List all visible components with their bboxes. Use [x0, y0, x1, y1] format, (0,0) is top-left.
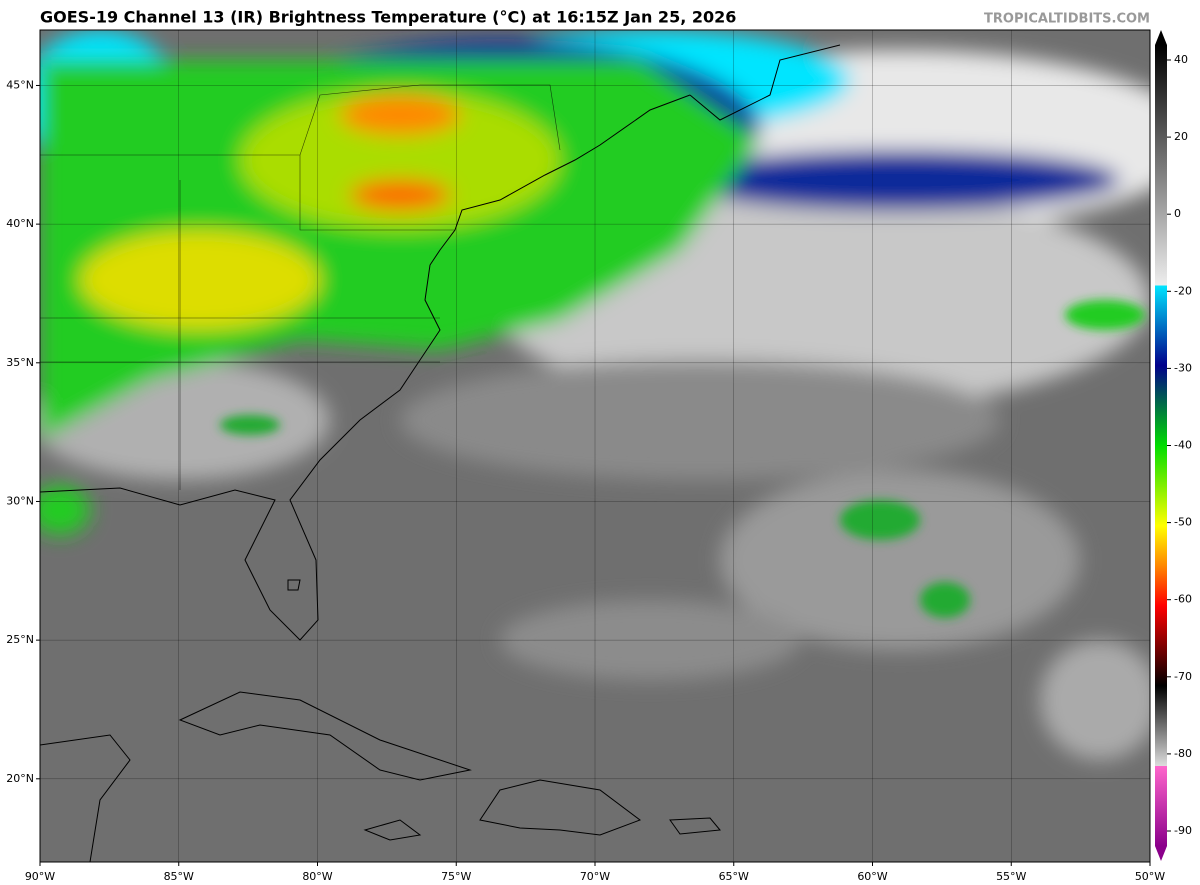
colorbar [1155, 45, 1167, 846]
lon-tick-label: 50°W [1135, 870, 1165, 883]
borders [40, 84, 561, 490]
lon-tick-label: 85°W [164, 870, 194, 883]
satellite-image [40, 30, 1150, 862]
lat-tick-label: 20°N [6, 772, 34, 785]
credit: TROPICALTIDBITS.COM [984, 12, 1150, 27]
colorbar-tick-label: -60 [1174, 593, 1192, 606]
coastlines [40, 44, 841, 862]
colorbar-extend-bottom [1155, 846, 1167, 861]
lat-tick-label: 25°N [6, 633, 34, 646]
colorbar-tick-label: 40 [1174, 53, 1188, 66]
lon-tick-label: 65°W [719, 870, 749, 883]
title: GOES-19 Channel 13 (IR) Brightness Tempe… [40, 8, 736, 27]
lat-tick-label: 45°N [6, 78, 34, 91]
colorbar-tick-label: -50 [1174, 516, 1192, 529]
lon-tick-label: 55°W [996, 870, 1026, 883]
colorbar-tick-label: -80 [1174, 747, 1192, 760]
colorbar-tick-label: -30 [1174, 361, 1192, 374]
colorbar-tick-label: -20 [1174, 284, 1192, 297]
colorbar-tick-label: -40 [1174, 439, 1192, 452]
colorbar-tick-label: -90 [1174, 824, 1192, 837]
lon-tick-label: 75°W [441, 870, 471, 883]
lon-tick-label: 70°W [580, 870, 610, 883]
lat-tick-label: 30°N [6, 494, 34, 507]
colorbar-tick-label: -70 [1174, 670, 1192, 683]
colorbar-tick-label: 0 [1174, 207, 1181, 220]
graticule [40, 30, 1150, 862]
lat-tick-label: 40°N [6, 217, 34, 230]
colorbar-tick-label: 20 [1174, 130, 1188, 143]
lat-tick-label: 35°N [6, 356, 34, 369]
lon-tick-label: 60°W [857, 870, 887, 883]
colorbar-extend-top [1155, 30, 1167, 45]
lon-tick-label: 90°W [25, 870, 55, 883]
lon-tick-label: 80°W [302, 870, 332, 883]
